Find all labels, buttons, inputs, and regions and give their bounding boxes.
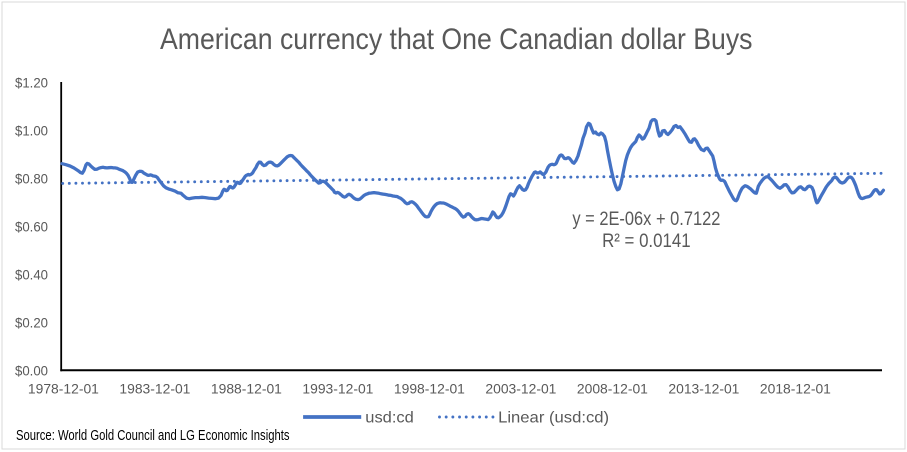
svg-text:usd:cd: usd:cd xyxy=(365,409,414,426)
svg-text:Source: World Gold Council and: Source: World Gold Council and LG Econom… xyxy=(16,427,290,444)
svg-text:$0.00: $0.00 xyxy=(15,362,48,378)
svg-text:$1.20: $1.20 xyxy=(15,74,48,90)
svg-text:2013-12-01: 2013-12-01 xyxy=(668,381,739,397)
svg-text:R² = 0.0141: R² = 0.0141 xyxy=(602,231,691,252)
svg-text:$0.20: $0.20 xyxy=(15,314,48,330)
svg-text:$0.80: $0.80 xyxy=(15,170,48,186)
svg-text:$1.00: $1.00 xyxy=(15,122,48,138)
svg-text:1978-12-01: 1978-12-01 xyxy=(28,381,99,397)
svg-text:2003-12-01: 2003-12-01 xyxy=(485,381,556,397)
svg-text:2008-12-01: 2008-12-01 xyxy=(577,381,648,397)
svg-text:$0.60: $0.60 xyxy=(15,218,48,234)
svg-text:1993-12-01: 1993-12-01 xyxy=(302,381,373,397)
svg-text:American currency that One Can: American currency that One Canadian doll… xyxy=(160,23,753,56)
svg-text:1988-12-01: 1988-12-01 xyxy=(211,381,282,397)
svg-text:1998-12-01: 1998-12-01 xyxy=(394,381,465,397)
svg-text:$0.40: $0.40 xyxy=(15,266,48,282)
svg-text:y = 2E-06x + 0.7122: y = 2E-06x + 0.7122 xyxy=(572,209,720,230)
svg-text:2018-12-01: 2018-12-01 xyxy=(760,381,831,397)
svg-text:1983-12-01: 1983-12-01 xyxy=(119,381,190,397)
svg-text:Linear (usd:cd): Linear (usd:cd) xyxy=(498,409,609,426)
